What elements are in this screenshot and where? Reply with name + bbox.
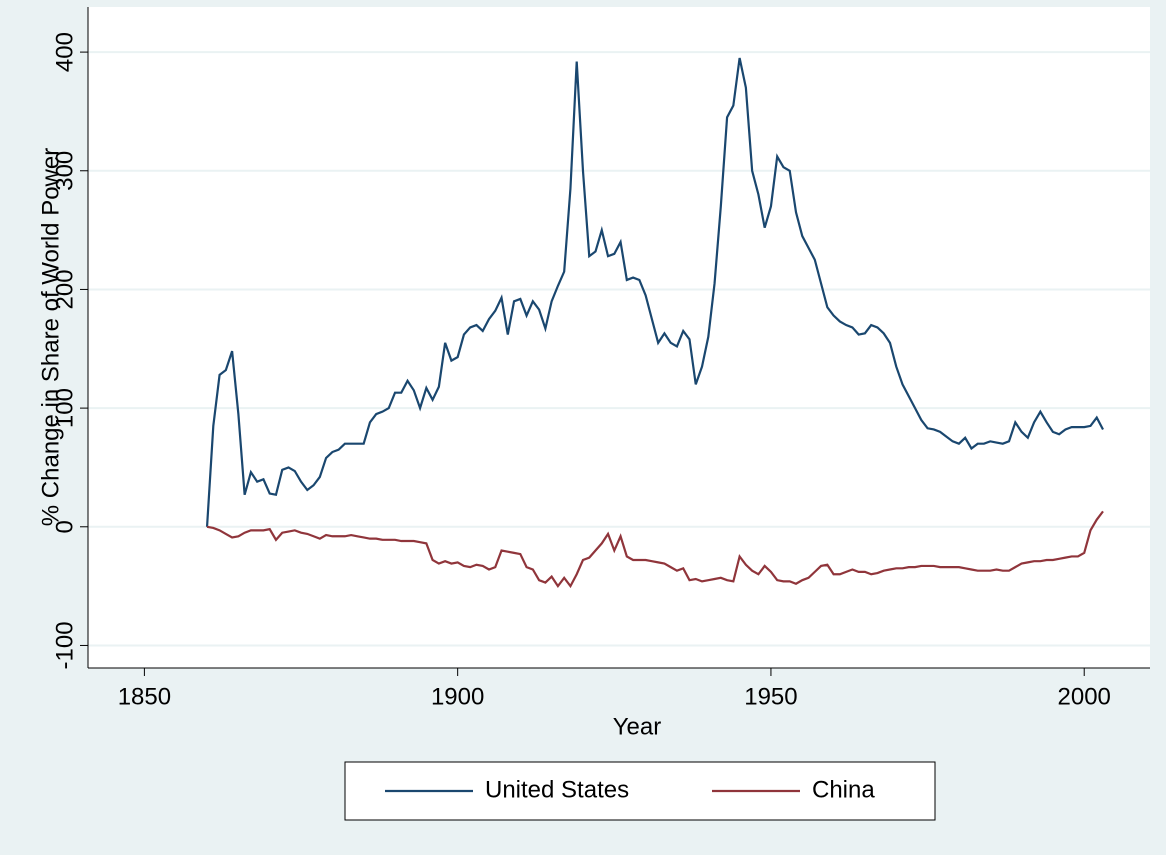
plot-region — [88, 7, 1150, 668]
y-tick-label: 400 — [51, 32, 78, 72]
y-axis-label: % Change in Share of World Power — [37, 148, 64, 526]
x-axis-label: Year — [613, 713, 662, 740]
y-tick-label: 100 — [51, 388, 78, 428]
x-tick-label: 1850 — [118, 683, 171, 710]
x-tick-label: 2000 — [1058, 683, 1111, 710]
legend-label: United States — [485, 776, 629, 803]
series-line — [205, 57, 1104, 527]
y-tick-label: -100 — [51, 621, 78, 669]
x-tick-label: 1950 — [744, 683, 797, 710]
x-tick-label: 1900 — [431, 683, 484, 710]
series-line — [206, 510, 1104, 589]
y-tick-label: 200 — [51, 269, 78, 309]
y-tick-label: 0 — [51, 520, 78, 533]
legend-label: China — [812, 776, 875, 803]
y-tick-label: 300 — [51, 151, 78, 191]
